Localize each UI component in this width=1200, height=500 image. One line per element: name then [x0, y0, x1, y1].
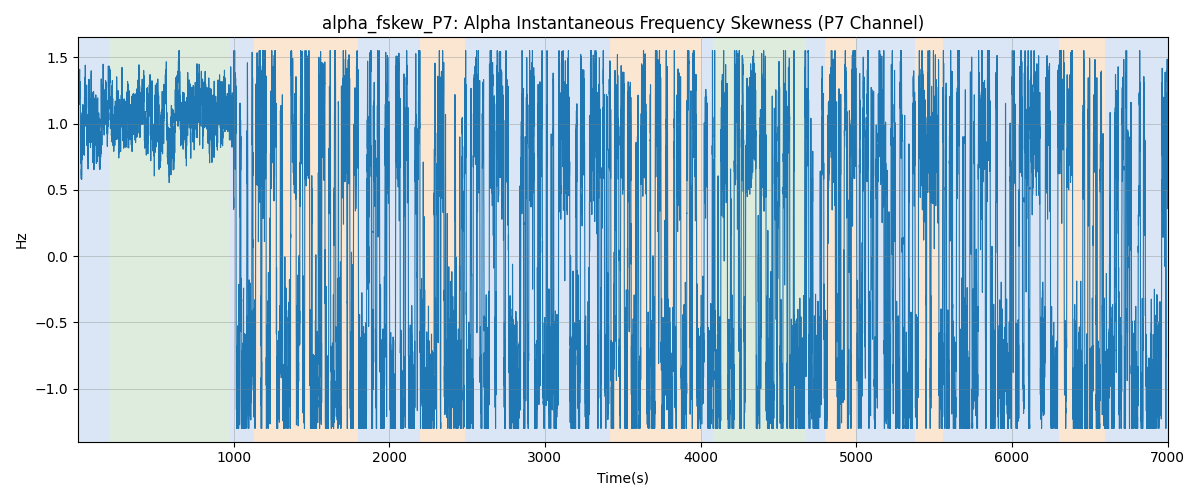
Title: alpha_fskew_P7: Alpha Instantaneous Frequency Skewness (P7 Channel): alpha_fskew_P7: Alpha Instantaneous Freq… — [322, 15, 924, 34]
Bar — [702, 38, 713, 442]
Bar — [916, 38, 943, 442]
Bar — [253, 38, 358, 442]
Bar — [230, 38, 253, 442]
Bar — [1058, 38, 1105, 442]
Bar — [420, 38, 466, 442]
Bar — [713, 38, 806, 442]
Bar — [1105, 38, 1168, 442]
Bar — [611, 38, 702, 442]
Bar — [826, 38, 856, 442]
Bar — [466, 38, 611, 442]
X-axis label: Time(s): Time(s) — [596, 471, 649, 485]
Bar — [109, 38, 230, 442]
Bar — [358, 38, 420, 442]
Bar — [78, 38, 109, 442]
Y-axis label: Hz: Hz — [14, 230, 29, 248]
Bar — [856, 38, 916, 442]
Bar — [943, 38, 1058, 442]
Bar — [806, 38, 826, 442]
